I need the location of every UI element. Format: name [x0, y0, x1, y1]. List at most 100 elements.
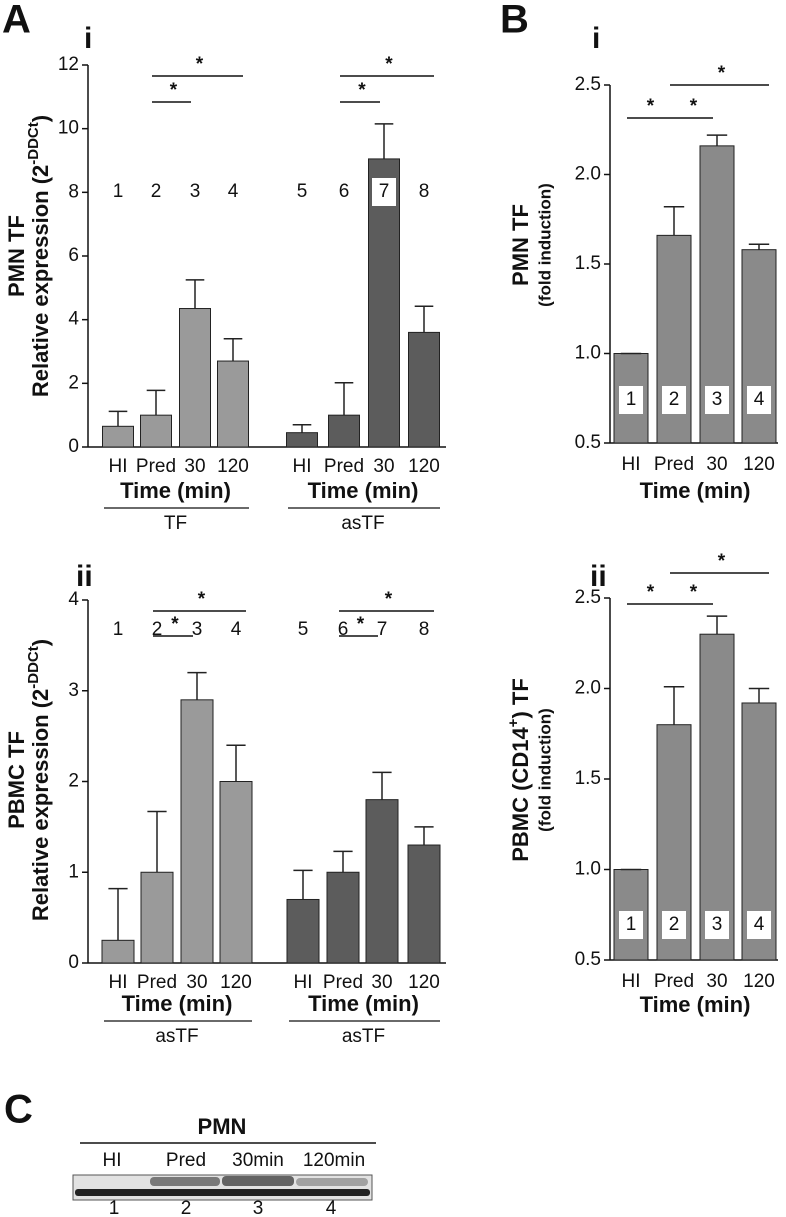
bar-number-box	[290, 178, 314, 206]
significance-label: *	[196, 54, 204, 75]
significance-label: *	[385, 54, 393, 75]
significance-label: *	[647, 582, 655, 603]
bar-number: 4	[754, 389, 765, 410]
lane-number: 2	[181, 1198, 192, 1217]
bar-number-box	[412, 178, 436, 206]
bar-number-box	[221, 178, 245, 206]
error-bar	[706, 615, 728, 635]
x-axis-title: Time (min)	[122, 991, 233, 1016]
panel-label: ii	[76, 560, 93, 593]
bar-number-box	[747, 386, 771, 414]
error-bar	[226, 744, 246, 782]
error-bar	[147, 810, 167, 873]
bar-number-box	[747, 911, 771, 939]
x-tick-label: 30	[706, 454, 727, 475]
error-bar	[293, 869, 313, 900]
y-tick-label: 1.0	[575, 343, 601, 364]
bar-number-box	[705, 911, 729, 939]
y-tick-label: 2.5	[575, 587, 601, 608]
panel-label: i	[592, 22, 600, 55]
blot-band	[296, 1178, 368, 1186]
bar-number: 2	[152, 619, 163, 640]
significance-label: *	[718, 551, 726, 572]
bar-number: 4	[754, 914, 765, 935]
blot-band	[150, 1177, 220, 1186]
chart: 0.5 1.0 1.5 2.0 2.5 PMN TF (fold induction) HI 1…	[508, 63, 778, 503]
bar	[217, 360, 249, 448]
significance-label: *	[690, 582, 698, 603]
y-axis-title: PMN TF	[4, 215, 29, 297]
significance-label: *	[170, 80, 178, 101]
bar-number-box	[619, 386, 643, 414]
y-tick-label: 1	[68, 861, 79, 882]
x-axis-title: Time (min)	[640, 992, 751, 1017]
panel-label: C	[4, 1088, 33, 1132]
error-bar	[748, 687, 770, 703]
blot-panel: PMN HI Pred 30min 120min 1 2 3 4	[72, 1114, 376, 1217]
error-bar	[414, 305, 434, 333]
y-axis-title-part: PBMC (CD14	[508, 727, 533, 862]
group-label: asTF	[155, 1026, 198, 1047]
significance-label: *	[171, 614, 179, 635]
y-tick-label: 1.0	[575, 859, 601, 880]
x-tick-label: 120	[217, 456, 249, 477]
x-tick-label: HI	[294, 972, 313, 993]
x-tick-label: 120	[743, 454, 775, 475]
bar	[286, 898, 320, 964]
x-tick-label: 30	[706, 971, 727, 992]
bar-number: 2	[669, 389, 680, 410]
error-bar	[108, 410, 128, 427]
x-tick-label: 120	[743, 971, 775, 992]
error-bar	[292, 423, 312, 433]
error-bar	[223, 338, 243, 362]
y-axis-subtitle: (fold induction)	[535, 183, 554, 307]
y-tick-label: 0	[68, 952, 79, 973]
y-tick-label: 4	[68, 309, 79, 330]
bar-number: 2	[669, 914, 680, 935]
x-tick-label: Pred	[137, 972, 177, 993]
panel-label: B	[500, 0, 529, 42]
bar-number-box	[619, 911, 643, 939]
y-axis-title: Relative expression (2-DDCt)	[25, 639, 53, 921]
significance-label: *	[198, 589, 206, 610]
x-axis-title: Time (min)	[640, 478, 751, 503]
x-tick-label: Pred	[324, 456, 364, 477]
significance-label: *	[647, 96, 655, 117]
x-tick-label: Pred	[654, 454, 694, 475]
chart: 0.5 1.0 1.5 2.0 2.5 PBMC (CD14+) TF(fold indu…	[505, 551, 778, 1017]
group-label: asTF	[342, 1026, 385, 1047]
bar	[407, 844, 441, 964]
y-axis-title-part: )	[28, 115, 53, 122]
error-bar	[333, 850, 353, 873]
bar-number: 7	[379, 181, 390, 202]
significance-label: *	[385, 589, 393, 610]
x-tick-label: HI	[293, 456, 312, 477]
x-tick-label: Pred	[654, 971, 694, 992]
bar-number-box	[224, 616, 248, 644]
blot-title: PMN	[198, 1114, 247, 1139]
y-axis-title-part: )	[28, 639, 53, 646]
bar	[179, 308, 211, 448]
bar-number: 2	[151, 181, 162, 202]
y-tick-label: 12	[58, 54, 79, 75]
bar-number-box	[412, 616, 436, 644]
significance-label: *	[690, 96, 698, 117]
x-tick-label: 120	[408, 972, 440, 993]
x-axis-title: Time (min)	[120, 478, 231, 503]
y-tick-label: 0.5	[575, 949, 601, 970]
bar	[286, 432, 318, 448]
bar	[326, 871, 360, 964]
bar-number: 5	[297, 181, 308, 202]
lane-number: 1	[109, 1198, 120, 1217]
panel-label: ii	[590, 560, 607, 593]
error-bar	[663, 685, 685, 725]
error-bar	[414, 826, 434, 846]
y-axis-title: PBMC (CD14+) TF	[505, 678, 533, 862]
bar-number-box	[106, 178, 130, 206]
y-tick-label: 2.0	[575, 678, 601, 699]
bar	[699, 633, 735, 961]
bar	[408, 331, 440, 448]
bar-number: 3	[190, 181, 201, 202]
y-tick-label: 1.5	[575, 253, 601, 274]
